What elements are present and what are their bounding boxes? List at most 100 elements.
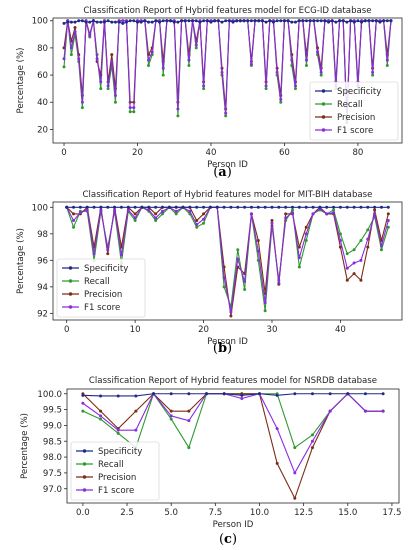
data-point	[325, 205, 329, 209]
data-point	[310, 433, 314, 437]
data-point	[243, 205, 247, 209]
data-point	[229, 310, 233, 314]
data-point	[72, 205, 76, 209]
data-point	[113, 208, 117, 212]
data-point	[202, 212, 206, 216]
data-point	[95, 20, 99, 24]
data-point	[147, 64, 151, 68]
data-point	[80, 106, 84, 110]
data-point	[304, 19, 308, 23]
data-point	[310, 392, 314, 396]
data-point	[128, 106, 132, 110]
legend-label: Specificity	[98, 447, 142, 457]
data-point	[352, 272, 356, 276]
data-point	[187, 64, 191, 68]
data-point	[282, 19, 286, 23]
data-point	[240, 393, 244, 397]
data-point	[330, 19, 334, 23]
chart-title: Classification Report of Hybrid features…	[83, 6, 371, 16]
data-point	[183, 19, 187, 23]
data-point	[81, 401, 85, 405]
data-point	[352, 20, 356, 24]
data-point	[323, 19, 327, 23]
data-point	[84, 20, 88, 24]
data-point	[345, 278, 349, 282]
data-point	[62, 65, 66, 69]
y-axis-label: Percentage (%)	[16, 48, 26, 114]
data-point	[243, 288, 247, 292]
data-point	[257, 392, 261, 396]
data-point	[378, 20, 382, 24]
legend-marker	[82, 488, 87, 492]
legend-label: Recall	[84, 277, 110, 287]
data-point	[169, 19, 173, 23]
y-tick-label: 97.5	[43, 469, 62, 479]
data-point	[194, 19, 198, 23]
data-point	[275, 19, 279, 23]
data-point	[275, 461, 279, 465]
data-point	[308, 19, 312, 23]
data-point	[386, 225, 390, 229]
y-axis-label: Percentage (%)	[20, 413, 30, 479]
data-point	[249, 212, 253, 216]
data-point	[316, 50, 320, 54]
data-point	[92, 205, 96, 209]
data-point	[352, 205, 356, 209]
data-point	[78, 205, 82, 209]
data-point	[264, 20, 268, 24]
y-tick-label: 99.5	[43, 406, 62, 416]
data-point	[284, 205, 288, 209]
data-point	[385, 19, 389, 23]
x-tick-label: 17.5	[382, 508, 401, 518]
data-point	[359, 205, 363, 209]
data-point	[134, 409, 138, 413]
data-point	[77, 57, 81, 61]
data-point	[328, 392, 332, 396]
data-point	[270, 219, 274, 223]
data-point	[106, 248, 110, 252]
x-tick-label: 5.0	[164, 508, 178, 518]
legend-label: Specificity	[337, 87, 381, 97]
data-point	[91, 19, 95, 23]
y-tick-label: 98.5	[43, 437, 62, 447]
data-point	[169, 392, 173, 396]
data-point	[147, 20, 151, 24]
data-point	[133, 219, 137, 223]
data-point	[385, 64, 389, 68]
x-axis-label: Person ID	[207, 160, 248, 170]
data-point	[386, 212, 390, 216]
data-point	[99, 417, 103, 421]
data-point	[209, 20, 213, 24]
data-point	[121, 21, 125, 25]
data-point	[224, 114, 228, 118]
data-point	[363, 19, 367, 23]
data-point	[65, 205, 69, 209]
data-point	[275, 70, 279, 74]
data-point	[80, 100, 84, 104]
data-point	[102, 20, 106, 24]
data-point	[279, 100, 283, 104]
data-point	[222, 285, 226, 289]
series-line-specificity	[82, 393, 384, 397]
data-point	[92, 252, 96, 256]
data-point	[147, 205, 151, 209]
data-point	[327, 20, 331, 24]
data-point	[271, 20, 275, 24]
data-point	[284, 212, 288, 216]
data-point	[213, 19, 217, 23]
data-point	[277, 205, 281, 209]
y-tick-label: 100.0	[37, 390, 62, 400]
data-point	[236, 248, 240, 252]
data-point	[352, 261, 356, 265]
series-line-f1-score	[82, 393, 384, 474]
data-point	[133, 212, 137, 216]
x-tick-label: 15.0	[338, 508, 357, 518]
legend-label: F1 score	[337, 126, 373, 136]
y-tick-label: 97.0	[43, 485, 62, 495]
data-point	[202, 84, 206, 88]
data-point	[99, 205, 103, 209]
data-point	[81, 409, 85, 413]
data-point	[360, 20, 364, 24]
data-point	[373, 208, 377, 212]
